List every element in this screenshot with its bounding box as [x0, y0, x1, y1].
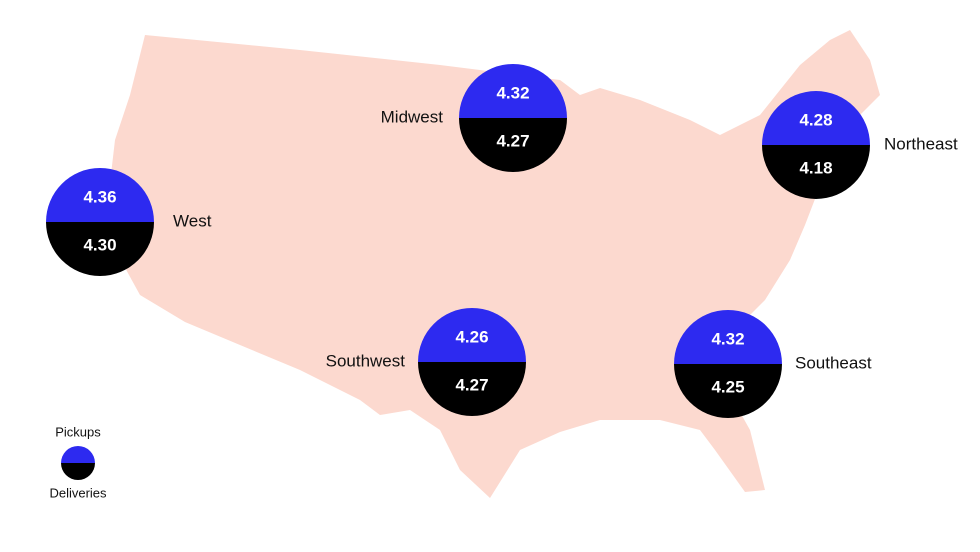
region-label: Northeast [884, 134, 958, 153]
deliveries-value: 4.27 [455, 375, 488, 394]
pickups-value: 4.32 [711, 329, 744, 348]
region-label: West [173, 211, 212, 230]
region-label: Midwest [381, 107, 444, 126]
legend-deliveries: Deliveries [49, 485, 107, 500]
legend-pickups: Pickups [55, 424, 101, 439]
pickups-value: 4.28 [799, 110, 832, 129]
pickups-value: 4.36 [83, 187, 116, 206]
pickups-value: 4.32 [496, 83, 529, 102]
pickups-half [674, 310, 782, 364]
pickups-value: 4.26 [455, 327, 488, 346]
region-label: Southeast [795, 353, 872, 372]
deliveries-half [459, 118, 567, 172]
deliveries-value: 4.25 [711, 377, 744, 396]
deliveries-half [418, 362, 526, 416]
pickups-half [61, 446, 95, 463]
deliveries-half [762, 145, 870, 199]
deliveries-value: 4.27 [496, 131, 529, 150]
deliveries-half [46, 222, 154, 276]
pickups-half [762, 91, 870, 145]
deliveries-half [674, 364, 782, 418]
pickups-half [46, 168, 154, 222]
pickups-half [459, 64, 567, 118]
deliveries-half [61, 463, 95, 480]
deliveries-value: 4.18 [799, 158, 832, 177]
pickups-half [418, 308, 526, 362]
region-label: Southwest [326, 351, 406, 370]
deliveries-value: 4.30 [83, 235, 116, 254]
